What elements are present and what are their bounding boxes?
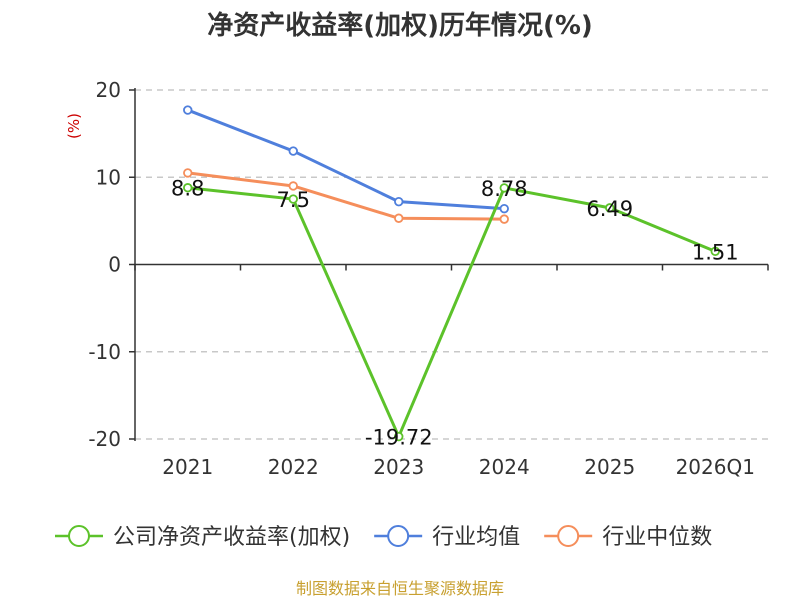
data-label: 1.51 — [692, 240, 739, 264]
data-point — [394, 196, 404, 207]
x-tick-label: 2023 — [373, 455, 424, 479]
data-point — [183, 168, 193, 178]
data-point — [288, 194, 298, 204]
legend-label: 公司净资产收益率(加权) — [113, 525, 350, 550]
chart-title: 净资产收益率(加权)历年情况(%) — [207, 10, 593, 41]
y-tick-label: -10 — [88, 340, 121, 364]
data-point — [499, 214, 509, 224]
data-source-note: 制图数据来自恒生聚源数据库 — [296, 579, 504, 598]
y-axis-ticks: 20 10 0 -10 -20 — [88, 78, 135, 451]
legend-item[interactable]: 行业均值 — [374, 525, 520, 550]
data-point — [288, 181, 298, 191]
legend-marker-icon — [68, 525, 90, 547]
data-label: 8.8 — [171, 177, 204, 201]
data-label: 6.49 — [586, 197, 633, 221]
data-point — [394, 213, 404, 223]
series-line — [187, 108, 505, 211]
legend-marker-icon — [557, 525, 580, 547]
data-point — [499, 183, 509, 193]
legend-label: 行业中位数 — [602, 525, 712, 550]
y-tick-label: 20 — [96, 78, 121, 102]
legend-label: 行业均值 — [432, 525, 520, 550]
series-line — [187, 186, 716, 439]
data-point — [394, 431, 404, 442]
x-tick-label: 2024 — [479, 455, 530, 479]
x-tick-label: 2022 — [268, 455, 319, 479]
x-tick-label: 2026Q1 — [676, 455, 755, 479]
data-labels: 8.8 7.5 -19.72 8.78 6.49 1.51 — [171, 177, 739, 450]
data-label: 7.5 — [277, 188, 310, 212]
data-point — [605, 203, 615, 213]
data-point — [183, 105, 193, 115]
y-tick-label: 0 — [108, 253, 121, 277]
data-point — [183, 183, 193, 193]
y-tick-label: -20 — [88, 427, 121, 451]
y-tick-label: 10 — [96, 165, 121, 189]
x-axis-ticks: 2021 2022 2023 2024 2025 2026Q1 — [134, 264, 769, 479]
x-tick-label: 2025 — [584, 455, 635, 479]
data-label: -19.72 — [365, 426, 433, 450]
legend-item[interactable]: 行业中位数 — [544, 525, 712, 550]
data-point — [710, 246, 720, 257]
x-tick-label: 2021 — [162, 455, 213, 479]
legend-marker-icon — [387, 525, 410, 547]
data-point — [499, 203, 509, 214]
legend[interactable]: 公司净资产收益率(加权) 行业均值 行业中位数 — [55, 525, 712, 550]
legend-item[interactable]: 公司净资产收益率(加权) — [55, 525, 350, 550]
data-point — [288, 146, 298, 156]
series-lines — [183, 105, 720, 442]
series-line — [187, 171, 505, 221]
data-label: 8.78 — [481, 177, 528, 201]
y-axis-unit-label: (%) — [65, 113, 83, 139]
